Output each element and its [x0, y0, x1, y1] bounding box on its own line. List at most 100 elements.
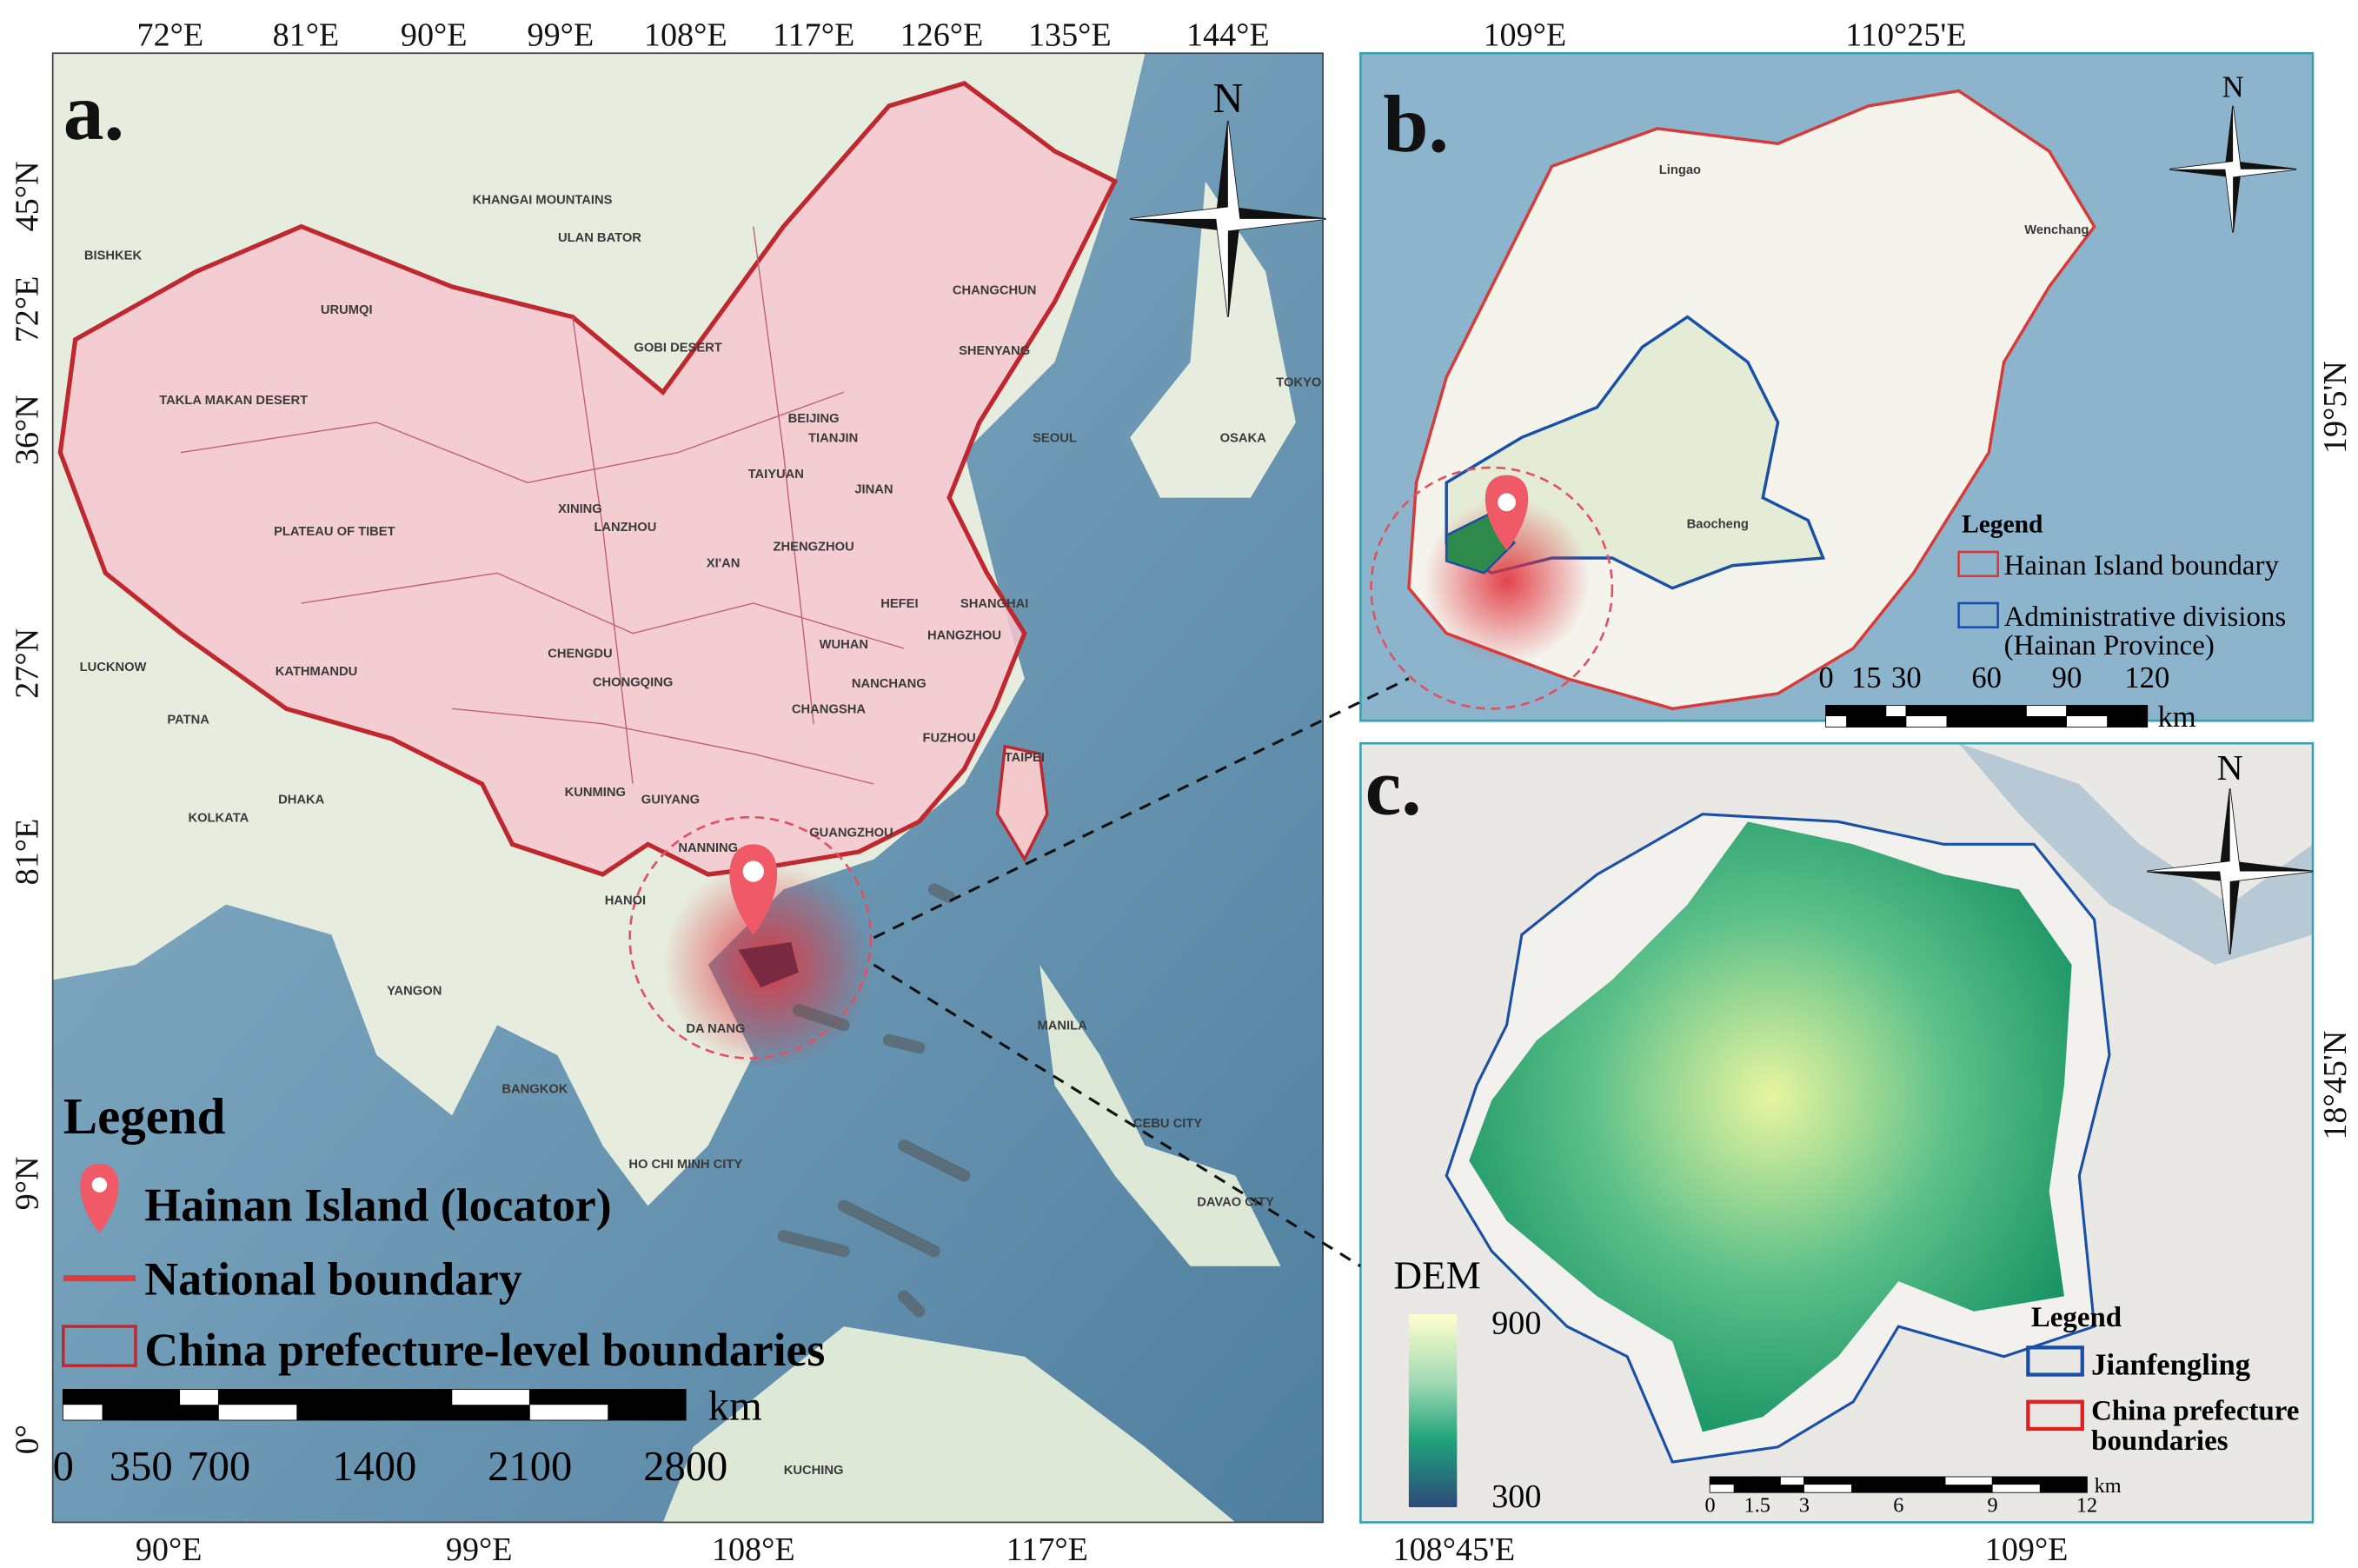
land-taiwan: [995, 744, 1049, 863]
coordinate-label: 90°E: [401, 17, 468, 54]
north-label: N: [1212, 76, 1243, 122]
legend-item: boundaries: [2091, 1425, 2228, 1457]
place-name: HO CHI MINH CITY: [628, 1158, 742, 1172]
place-name: NANNING: [678, 841, 738, 855]
colorbar-min: 300: [1491, 1478, 1541, 1515]
scale-unit: km: [2157, 701, 2195, 734]
place-name: OSAKA: [1220, 431, 1267, 445]
coordinate-label: 72°E: [9, 276, 45, 343]
scale-label: 120: [2124, 661, 2169, 694]
scale-segment-half: [529, 1405, 608, 1420]
islands: [777, 883, 971, 1318]
connector: [873, 963, 1362, 1268]
place-name: DA NANG: [686, 1022, 745, 1036]
locator-circle: [1370, 466, 1614, 710]
legend-item: Jianfengling: [2091, 1349, 2250, 1382]
dem-surface: [1469, 821, 2072, 1432]
coordinate-label: 108°E: [644, 17, 727, 54]
compass-light: [2147, 788, 2313, 954]
colorbar-max: 900: [1491, 1306, 1541, 1342]
place-name: HANGZHOU: [927, 629, 1001, 643]
place-name: SHENYANG: [959, 344, 1030, 358]
coordinate-label: 108°45'E: [1393, 1531, 1516, 1568]
scale-label: 6: [1893, 1493, 1903, 1517]
place-name: MANILA: [1038, 1020, 1088, 1033]
panel-a-map: [52, 53, 1324, 1523]
place-name: ZHENGZHOU: [774, 540, 854, 554]
colorbar: [1408, 1314, 1458, 1508]
legend-title: Legend: [63, 1087, 226, 1145]
place-name: HANOI: [605, 894, 646, 908]
scale-label: 700: [187, 1444, 250, 1490]
place-name: LUCKNOW: [80, 661, 147, 674]
legend-item: China prefecture: [2091, 1396, 2299, 1427]
coordinate-label: 81°E: [273, 17, 340, 54]
scale-unit: km: [2095, 1474, 2122, 1498]
place-name: TAIYUAN: [748, 468, 804, 482]
place-name: KOLKATA: [188, 811, 249, 825]
scale-segment-half: [218, 1405, 297, 1420]
coordinate-label: 117°E: [1006, 1531, 1088, 1568]
place-name: GOBI DESERT: [634, 341, 721, 355]
scale-segment-half: [1992, 1485, 2040, 1492]
scale-segment-half: [1906, 715, 1947, 728]
panel-b-legend: Legend Hainan Island boundary Administra…: [1957, 510, 2286, 661]
place-name: XINING: [558, 502, 602, 516]
place-name: XI'AN: [707, 556, 741, 570]
place-name: SEOUL: [1033, 431, 1077, 445]
scale-segment-half: [1803, 1485, 1852, 1492]
scale-label: 9: [1988, 1493, 1998, 1517]
scale-label: 12: [2076, 1493, 2097, 1517]
legend-pin-dot: [91, 1177, 108, 1193]
place-name: CHONGQING: [593, 675, 673, 689]
place-name: CHENGDU: [548, 647, 612, 661]
place-name: BEIJING: [788, 412, 840, 426]
legend-box: [62, 1325, 137, 1367]
coordinate-label: 45°N: [9, 161, 45, 231]
scale-segment-half: [2026, 705, 2067, 716]
scale-segment-half: [1886, 705, 1907, 716]
legend-item: Hainan Island boundary: [2004, 550, 2280, 581]
coordinate-label: 90°E: [136, 1531, 203, 1568]
legend-item: China prefecture-level boundaries: [144, 1324, 825, 1376]
scale-segment-half: [180, 1389, 219, 1405]
coordinate-label: 0°: [9, 1425, 45, 1454]
place-name: CHANGSHA: [792, 703, 866, 717]
north-label: N: [2222, 71, 2244, 104]
scale-segment-half: [2066, 715, 2108, 728]
scale-label: 2800: [643, 1444, 727, 1490]
legend-pin: [80, 1163, 119, 1233]
place-name: KHANGAI MOUNTAINS: [473, 194, 613, 208]
panel-b-map: [1360, 53, 2313, 721]
locator-pin: [729, 844, 778, 935]
colorbar-title: DEM: [1394, 1254, 1481, 1298]
coordinate-label: 72°E: [137, 17, 204, 54]
scale-label: 1400: [332, 1444, 416, 1490]
scale-label: 3: [1799, 1493, 1810, 1517]
place-name: JINAN: [854, 482, 893, 496]
place-name: URUMQI: [321, 303, 373, 317]
place-name: Lingao: [1659, 163, 1701, 177]
coordinate-label: 144°E: [1186, 17, 1270, 54]
legend-box: [2026, 1345, 2084, 1377]
place-name: KUNMING: [565, 786, 626, 800]
place-name: DAVAO CITY: [1197, 1195, 1274, 1209]
place-name: HEFEI: [880, 597, 918, 611]
place-name: PLATEAU OF TIBET: [274, 525, 395, 539]
panel-label: b.: [1383, 80, 1448, 169]
coordinate-label: 99°E: [446, 1531, 513, 1568]
locator-pin-dot: [1498, 493, 1516, 512]
locator-pin-dot: [742, 860, 764, 882]
place-name: YANGON: [387, 985, 442, 999]
coordinate-label: 81°E: [9, 819, 45, 886]
panel-a-legend: Legend Hainan Island (locator) National …: [62, 1087, 825, 1376]
coordinate-label: 9°N: [9, 1156, 45, 1210]
locator-circle: [628, 815, 873, 1060]
scale-unit: km: [708, 1384, 762, 1430]
coordinate-label: 108°E: [712, 1531, 795, 1568]
locator-pin: [1485, 475, 1529, 551]
coordinate-label: 135°E: [1028, 17, 1112, 54]
panel-label: a.: [63, 68, 124, 157]
land-borneo: [662, 1326, 1236, 1523]
